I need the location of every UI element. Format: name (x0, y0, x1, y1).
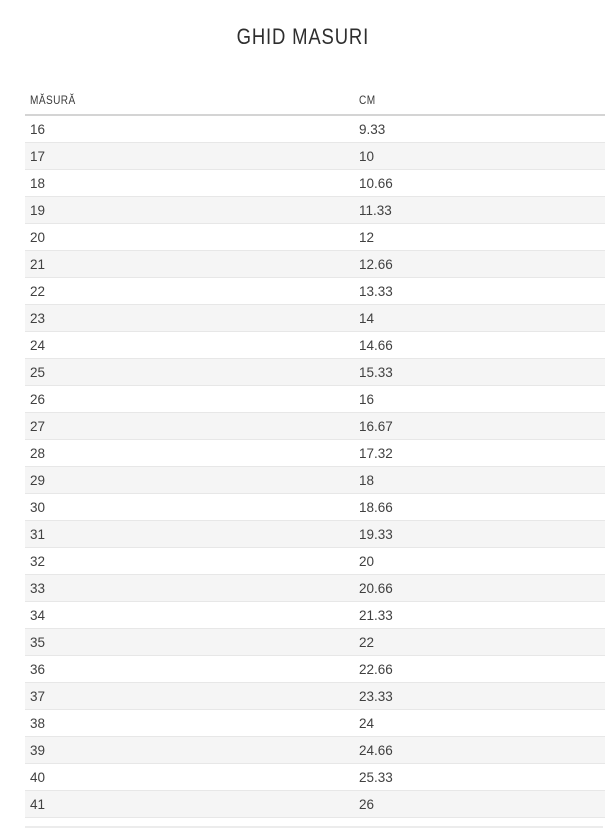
table-row: 24 14.66 (25, 331, 605, 359)
cm-cell: 14 (354, 304, 605, 332)
table-row: 33 20.66 (25, 574, 605, 602)
size-cell: 26 (25, 385, 354, 413)
size-cell: 40 (25, 763, 354, 791)
cm-cell: 19.33 (354, 520, 605, 548)
cm-cell: 24 (354, 709, 605, 737)
cm-cell: 10.66 (354, 169, 605, 197)
table-row: 20 12 (25, 223, 605, 251)
size-guide-table: MĂSURĂ CM 16 9.33 17 10 18 10.66 19 11.33 20 12 21… (25, 93, 605, 818)
table-row: 18 10.66 (25, 169, 605, 197)
column-header-masura: MĂSURĂ (25, 93, 354, 116)
cm-cell: 20 (354, 547, 605, 575)
table-row: 19 11.33 (25, 196, 605, 224)
column-header-masura-label: MĂSURĂ (30, 93, 76, 107)
table-row: 40 25.33 (25, 763, 605, 791)
cm-cell: 17.32 (354, 439, 605, 467)
size-cell: 29 (25, 466, 354, 494)
table-row: 29 18 (25, 466, 605, 494)
size-cell: 23 (25, 304, 354, 332)
table-row: 27 16.67 (25, 412, 605, 440)
cm-cell: 14.66 (354, 331, 605, 359)
size-cell: 31 (25, 520, 354, 548)
size-cell: 36 (25, 655, 354, 683)
size-cell: 16 (25, 115, 354, 143)
cm-cell: 25.33 (354, 763, 605, 791)
table-row: 22 13.33 (25, 277, 605, 305)
table-row: 31 19.33 (25, 520, 605, 548)
table-row: 37 23.33 (25, 682, 605, 710)
size-cell: 18 (25, 169, 354, 197)
table-row: 34 21.33 (25, 601, 605, 629)
size-cell: 22 (25, 277, 354, 305)
size-cell: 37 (25, 682, 354, 710)
cm-cell: 16.67 (354, 412, 605, 440)
cm-cell: 26 (354, 790, 605, 818)
cm-cell: 18 (354, 466, 605, 494)
size-cell: 24 (25, 331, 354, 359)
size-cell: 33 (25, 574, 354, 602)
size-cell: 38 (25, 709, 354, 737)
size-table-header: MĂSURĂ CM (25, 93, 605, 116)
cm-cell: 22 (354, 628, 605, 656)
table-row: 21 12.66 (25, 250, 605, 278)
table-row: 32 20 (25, 547, 605, 575)
table-row: 26 16 (25, 385, 605, 413)
cm-cell: 24.66 (354, 736, 605, 764)
size-cell: 25 (25, 358, 354, 386)
table-row: 36 22.66 (25, 655, 605, 683)
size-cell: 19 (25, 196, 354, 224)
header-row: MĂSURĂ CM (25, 93, 605, 116)
cm-cell: 13.33 (354, 277, 605, 305)
column-header-cm-label: CM (359, 93, 376, 107)
cm-cell: 12 (354, 223, 605, 251)
cm-cell: 11.33 (354, 196, 605, 224)
size-cell: 17 (25, 142, 354, 170)
table-row: 25 15.33 (25, 358, 605, 386)
cm-cell: 18.66 (354, 493, 605, 521)
table-row: 23 14 (25, 304, 605, 332)
table-row: 38 24 (25, 709, 605, 737)
cm-cell: 23.33 (354, 682, 605, 710)
size-cell: 21 (25, 250, 354, 278)
table-row: 17 10 (25, 142, 605, 170)
size-cell: 27 (25, 412, 354, 440)
size-cell: 32 (25, 547, 354, 575)
page-title: GHID MASURI (0, 0, 605, 49)
cm-cell: 10 (354, 142, 605, 170)
size-cell: 30 (25, 493, 354, 521)
size-cell: 20 (25, 223, 354, 251)
column-header-cm: CM (354, 93, 605, 116)
table-row: 28 17.32 (25, 439, 605, 467)
size-table-body: 16 9.33 17 10 18 10.66 19 11.33 20 12 21 12.66 22 13.… (25, 115, 605, 818)
cm-cell: 12.66 (354, 250, 605, 278)
table-row: 35 22 (25, 628, 605, 656)
cm-cell: 16 (354, 385, 605, 413)
table-row: 30 18.66 (25, 493, 605, 521)
cm-cell: 9.33 (354, 115, 605, 143)
cm-cell: 21.33 (354, 601, 605, 629)
size-cell: 35 (25, 628, 354, 656)
size-cell: 39 (25, 736, 354, 764)
cm-cell: 15.33 (354, 358, 605, 386)
table-row: 39 24.66 (25, 736, 605, 764)
size-cell: 34 (25, 601, 354, 629)
cm-cell: 22.66 (354, 655, 605, 683)
cm-cell: 20.66 (354, 574, 605, 602)
size-cell: 28 (25, 439, 354, 467)
size-cell: 41 (25, 790, 354, 818)
table-row: 16 9.33 (25, 115, 605, 143)
table-row: 41 26 (25, 790, 605, 818)
page-title-text: GHID MASURI (236, 24, 369, 49)
